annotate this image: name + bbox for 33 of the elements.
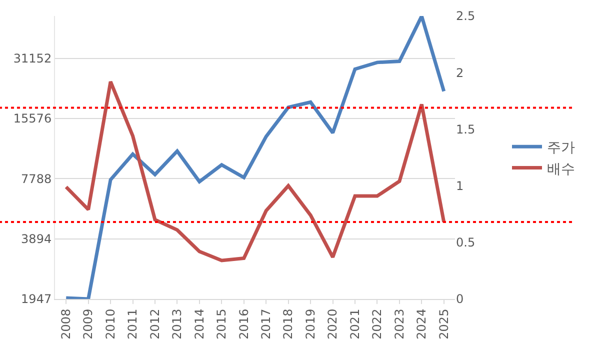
x-tick-label: 2024 <box>414 308 429 340</box>
y2-tick-label: 1.5 <box>456 122 476 136</box>
x-tick-label: 2017 <box>259 308 274 340</box>
x-tick-label: 2018 <box>281 308 296 340</box>
line-series <box>64 16 446 299</box>
x-tick-label: 2011 <box>126 308 140 340</box>
x-tick-label: 2009 <box>81 308 96 340</box>
x-tick-label: 2012 <box>148 308 162 340</box>
x-tick-label: 2015 <box>214 308 229 340</box>
x-tick-label: 2014 <box>192 308 206 340</box>
y2-tick-label: 1 <box>456 179 464 193</box>
y-tick-label: 3894 <box>21 232 52 246</box>
x-tick-label: 2019 <box>303 308 318 340</box>
y2-tick-label: 0.5 <box>456 236 476 250</box>
y-tick-label: 1947 <box>21 292 52 306</box>
x-tick-label: 2008 <box>59 308 74 340</box>
line-series <box>64 80 446 262</box>
y-tick-label: 15576 <box>13 112 52 126</box>
y-tick-label: 31152 <box>13 51 52 66</box>
x-tick-label: 2023 <box>392 308 406 340</box>
x-tick-label: 2022 <box>370 308 384 340</box>
x-tick-label: 2013 <box>170 308 184 340</box>
x-tick-label: 2025 <box>436 308 451 340</box>
x-tick-label: 2020 <box>326 308 340 340</box>
y2-tick-label: 0 <box>456 292 464 306</box>
x-tick-label: 2021 <box>348 308 362 340</box>
legend-label: 배수 <box>547 161 575 178</box>
x-tick-label: 2016 <box>236 308 251 340</box>
y2-tick-label: 2 <box>456 66 464 80</box>
y-tick-label: 7788 <box>21 172 52 186</box>
legend-label: 주가 <box>547 140 575 156</box>
x-tick-label: 2010 <box>103 308 118 340</box>
y2-tick-label: 2.5 <box>456 9 476 24</box>
